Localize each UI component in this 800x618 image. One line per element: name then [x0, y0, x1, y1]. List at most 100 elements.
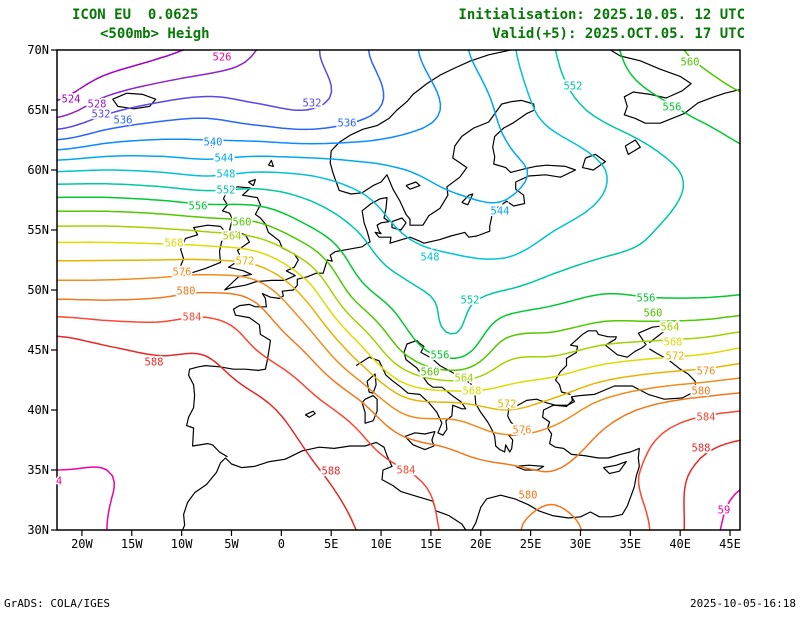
lat-tick-label: 35N — [27, 463, 49, 477]
contour-label: 556 — [637, 293, 656, 305]
contour-label: 568 — [165, 238, 184, 250]
coastline — [355, 339, 467, 436]
coastline — [221, 186, 299, 291]
contour-label: 576 — [173, 267, 192, 279]
coastline — [602, 461, 627, 475]
lon-tick-label: 15W — [121, 537, 143, 551]
coastline — [209, 141, 217, 148]
contour-label: 560 — [644, 308, 663, 320]
coastline — [404, 431, 436, 451]
contour-label: 576 — [513, 425, 532, 437]
lon-tick-label: 10W — [171, 537, 193, 551]
contour-line-540 — [56, 49, 442, 151]
contour-line-584 — [56, 315, 741, 531]
contour-label: 552 — [461, 295, 480, 307]
contour-label: 572 — [666, 351, 685, 363]
coastline — [304, 410, 316, 418]
contour-line-556 — [56, 49, 741, 360]
contour-label: 526 — [213, 52, 232, 64]
lon-tick-label: 10E — [370, 537, 392, 551]
creation-timestamp: 2025-10-05-16:18 — [690, 597, 796, 610]
contour-line-588 — [56, 335, 741, 531]
contour-label: 580 — [177, 286, 196, 298]
lon-tick-label: 15E — [420, 537, 442, 551]
valid-time: Valid(+5): 2025.OCT.05. 17 UTC — [492, 26, 745, 42]
lon-tick-label: 0 — [278, 537, 285, 551]
coastline — [248, 179, 256, 187]
coastline — [416, 340, 576, 453]
contour-label: 536 — [338, 118, 357, 130]
lon-tick-label: 30E — [570, 537, 592, 551]
contour-label: 572 — [236, 256, 255, 268]
contour-label: 584 — [183, 312, 202, 324]
contour-line-592 — [56, 466, 741, 531]
lat-tick-label: 30N — [27, 523, 49, 537]
coastline — [361, 395, 378, 424]
contour-label: 59 — [718, 505, 731, 517]
contour-label: 556 — [189, 201, 208, 213]
contour-label: 548 — [421, 252, 440, 264]
contour-line-564 — [56, 225, 741, 382]
coastline — [581, 153, 606, 171]
lon-tick-label: 20W — [71, 537, 93, 551]
coastline — [554, 330, 646, 395]
contour-line-580 — [56, 291, 741, 531]
contour-label: 544 — [491, 206, 510, 218]
contour-label: 536 — [114, 115, 133, 127]
contour-label: 532 — [303, 98, 322, 110]
contour-line-532 — [56, 49, 333, 131]
contour-label: 532 — [92, 109, 111, 121]
coastline — [186, 49, 577, 458]
lat-tick-label: 40N — [27, 403, 49, 417]
contour-label: 540 — [204, 137, 223, 149]
contour-label: 580 — [519, 490, 538, 502]
contour-label: 560 — [681, 57, 700, 69]
lat-tick-label: 70N — [27, 43, 49, 57]
contour-line-536 — [56, 49, 385, 141]
coastline — [610, 49, 741, 124]
lon-tick-label: 40E — [669, 537, 691, 551]
init-time: Initialisation: 2025.10.05. 12 UTC — [458, 7, 745, 23]
coastline — [515, 464, 545, 471]
lat-tick-label: 50N — [27, 283, 49, 297]
contour-label: 584 — [397, 465, 416, 477]
contour-label: 588 — [145, 357, 164, 369]
coastline — [112, 92, 157, 110]
contour-line-544 — [56, 49, 529, 204]
contour-label: 524 — [62, 94, 81, 106]
contour-label: 528 — [88, 99, 107, 111]
contour-label: 552 — [564, 81, 583, 93]
field-title: <500mb> Heigh — [100, 26, 210, 42]
coastline — [624, 139, 641, 155]
contour-line-572 — [56, 258, 741, 411]
coastline — [182, 441, 467, 531]
contour-label: 552 — [217, 185, 236, 197]
contour-label: 560 — [233, 217, 252, 229]
contour-line-552 — [56, 49, 685, 335]
coastline — [471, 385, 697, 531]
lat-tick-label: 65N — [27, 103, 49, 117]
coastline — [267, 159, 274, 167]
contour-label: 556 — [663, 102, 682, 114]
contour-label: 564 — [455, 373, 474, 385]
contour-label: 4 — [56, 476, 62, 488]
contour-label: 588 — [692, 443, 711, 455]
coastline — [405, 181, 421, 190]
contour-label: 588 — [322, 466, 341, 478]
lon-tick-label: 45E — [719, 537, 741, 551]
coastline — [648, 348, 697, 391]
contour-label: 572 — [498, 399, 517, 411]
contour-label: 580 — [692, 386, 711, 398]
lat-tick-label: 60N — [27, 163, 49, 177]
contour-label: 564 — [223, 231, 242, 243]
contour-line-528 — [56, 49, 258, 119]
contour-label: 556 — [431, 350, 450, 362]
contour-line-576 — [56, 273, 741, 436]
lat-tick-label: 55N — [27, 223, 49, 237]
coastline — [391, 217, 407, 231]
lon-tick-label: 5W — [224, 537, 239, 551]
contour-label: 584 — [697, 412, 716, 424]
model-title: ICON EU 0.0625 — [72, 7, 199, 23]
